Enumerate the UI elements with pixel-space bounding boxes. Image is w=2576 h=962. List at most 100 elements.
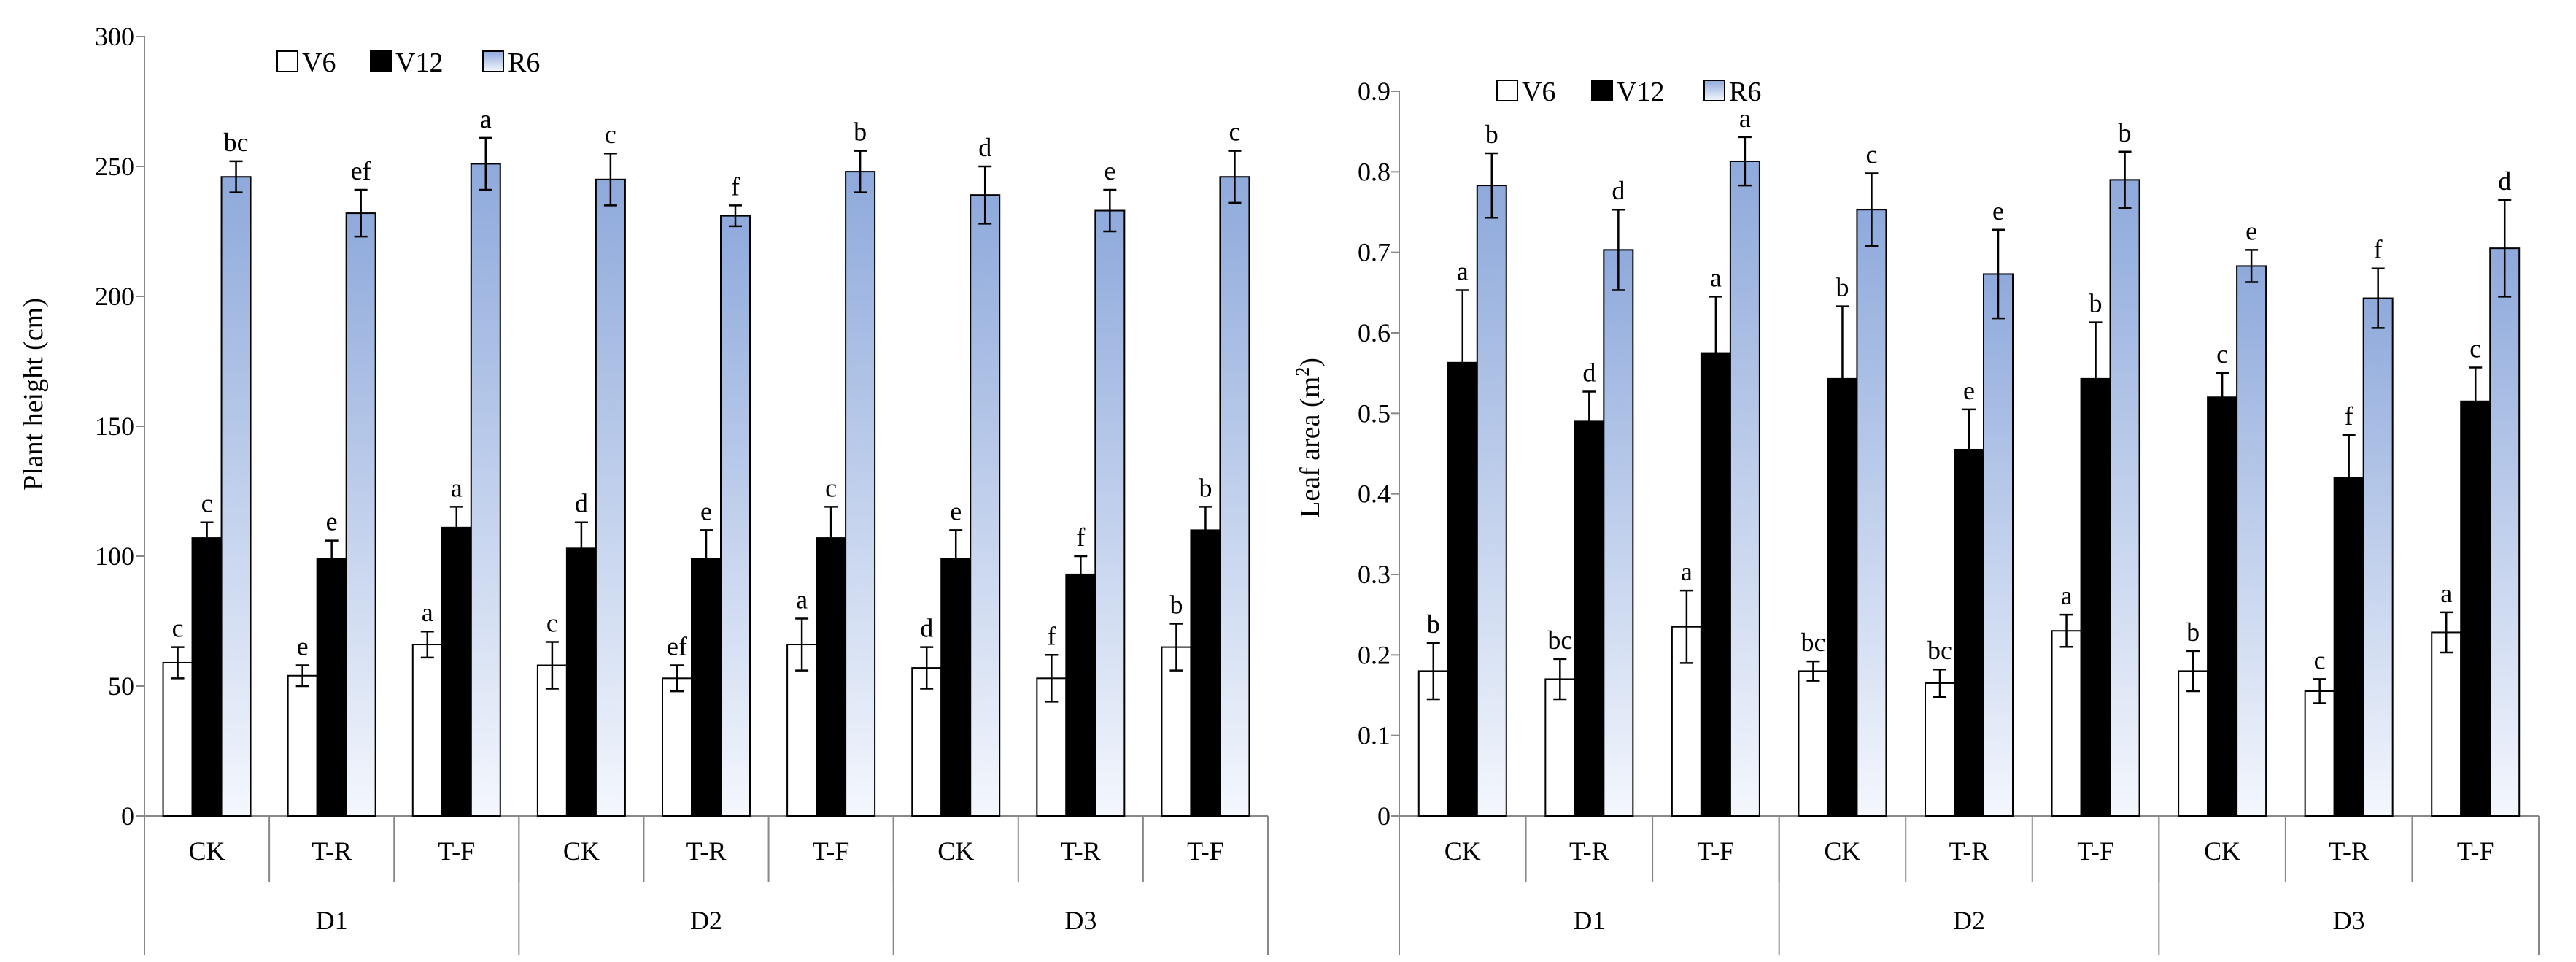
plant-height-chart: Plant height (cm) V6 V12 R6 0 50 100 150 200… xyxy=(18,22,1269,955)
significance-label-v6: bc xyxy=(1801,628,1825,657)
bar-r6 xyxy=(345,212,376,817)
significance-label-v12: e xyxy=(950,496,962,526)
x-group-label: D1 xyxy=(1573,906,1605,935)
bar-r6 xyxy=(720,215,751,817)
legend-label-r6: R6 xyxy=(508,47,540,78)
significance-label-v6: a xyxy=(422,598,433,627)
significance-label-v12: a xyxy=(1710,263,1722,292)
significance-label-v6: b xyxy=(1427,609,1440,639)
bar-v12 xyxy=(441,526,472,817)
bar-v12 xyxy=(2333,477,2364,817)
bar-v12 xyxy=(940,558,972,817)
significance-label-r6: f xyxy=(2374,235,2383,264)
bar-r6 xyxy=(1094,209,1126,817)
x-group-label: D3 xyxy=(2333,906,2365,935)
legend-label-r6: R6 xyxy=(1729,77,1761,107)
y-tick-label: 100 xyxy=(95,542,134,571)
bar-r6 xyxy=(1983,273,2014,817)
significance-label-r6: a xyxy=(480,104,492,134)
significance-label-r6: b xyxy=(2119,118,2132,147)
bar-r6 xyxy=(1476,185,1507,817)
significance-label-v12: d xyxy=(1582,358,1596,388)
bar-v12 xyxy=(1954,448,1984,817)
significance-label-v6: c xyxy=(2314,645,2326,674)
significance-label-v6: a xyxy=(2061,581,2073,610)
bar-v6 xyxy=(2178,670,2209,817)
bar-v6 xyxy=(786,644,818,817)
legend-swatch-v6 xyxy=(276,50,298,72)
bar-r6 xyxy=(220,176,252,817)
x-category-label: T-F xyxy=(1698,836,1735,866)
bar-v12 xyxy=(1190,529,1221,817)
bar-v6 xyxy=(1161,646,1192,817)
x-category-label: CK xyxy=(189,836,225,866)
significance-label-v12: c xyxy=(201,489,213,518)
significance-label-v6: b xyxy=(1169,590,1183,620)
bar-v12 xyxy=(191,537,223,817)
significance-label-r6: d xyxy=(1612,176,1625,205)
bar-v12 xyxy=(2080,377,2111,817)
significance-label-r6: e xyxy=(1992,196,2004,226)
x-category-label: CK xyxy=(1444,836,1481,866)
y-axis-title: Leaf area (m2) xyxy=(1292,358,1326,518)
bar-v12 xyxy=(1700,352,1731,817)
bar-r6 xyxy=(2489,247,2521,817)
y-tick-label: 200 xyxy=(95,282,134,311)
significance-label-v12: a xyxy=(1457,257,1469,286)
significance-label-r6: b xyxy=(854,118,867,147)
significance-label-v6: bc xyxy=(1547,626,1572,655)
legend-label-v12: V12 xyxy=(395,47,443,78)
x-category-label: T-R xyxy=(1569,836,1609,866)
x-category-label: T-F xyxy=(2457,836,2494,866)
y-tick-label: 0.7 xyxy=(1358,238,1391,267)
bar-v6 xyxy=(2051,630,2082,817)
significance-label-v6: a xyxy=(796,585,808,614)
x-group-label: D2 xyxy=(1953,906,1985,935)
bar-r6 xyxy=(1729,160,1760,817)
x-category-label: T-R xyxy=(1061,836,1101,866)
significance-label-v12: e xyxy=(700,496,712,526)
y-axis-title: Plant height (cm) xyxy=(18,298,49,490)
significance-label-v12: b xyxy=(2089,289,2103,318)
y-tick-label: 50 xyxy=(108,672,134,701)
significance-label-v6: f xyxy=(1047,621,1056,650)
bar-v12 xyxy=(691,558,722,817)
significance-label-v6: a xyxy=(1681,557,1693,586)
legend-swatch-r6 xyxy=(1703,80,1725,101)
legend: V6 V12 R6 xyxy=(276,47,540,78)
bar-v6 xyxy=(2431,631,2462,817)
significance-label-v12: a xyxy=(451,473,463,502)
bar-v6 xyxy=(287,674,318,817)
bar-r6 xyxy=(845,171,876,817)
x-category-label: CK xyxy=(563,836,600,866)
significance-label-v6: c xyxy=(172,614,184,643)
bar-r6 xyxy=(1219,176,1250,817)
significance-label-v6: bc xyxy=(1927,636,1952,665)
significance-label-r6: e xyxy=(1104,156,1115,185)
x-category-label: CK xyxy=(937,836,974,866)
y-tick-label: 0.3 xyxy=(1358,560,1391,589)
legend: V6 V12 R6 xyxy=(1496,77,1761,107)
bar-r6 xyxy=(595,178,626,817)
y-tick-label: 0.8 xyxy=(1358,157,1391,186)
significance-label-v12: e xyxy=(326,507,338,536)
y-tick-label: 0.5 xyxy=(1358,399,1391,428)
significance-label-v12: b xyxy=(1199,473,1212,502)
significance-label-v6: d xyxy=(920,614,933,643)
significance-label-v12: c xyxy=(2469,334,2481,363)
x-category-label: T-F xyxy=(813,836,850,866)
x-group-label: D2 xyxy=(690,906,722,935)
legend-swatch-r6 xyxy=(482,50,504,72)
bar-v12 xyxy=(2207,396,2238,817)
legend-swatch-v6 xyxy=(1496,80,1518,101)
y-axis-title-close: ) xyxy=(1295,358,1326,367)
significance-label-r6: c xyxy=(1229,118,1240,147)
bar-r6 xyxy=(970,194,1001,817)
significance-label-r6: d xyxy=(978,133,991,162)
significance-label-r6: f xyxy=(731,172,740,201)
bar-v12 xyxy=(1574,420,1605,817)
leaf-area-chart: Leaf area (m2) V6 V12 R6 0 0.1 0.2 0.3 0.4 0.… xyxy=(1292,77,2540,955)
y-axis-title-superscript: 2 xyxy=(1292,367,1313,377)
bar-v12 xyxy=(2460,400,2491,817)
